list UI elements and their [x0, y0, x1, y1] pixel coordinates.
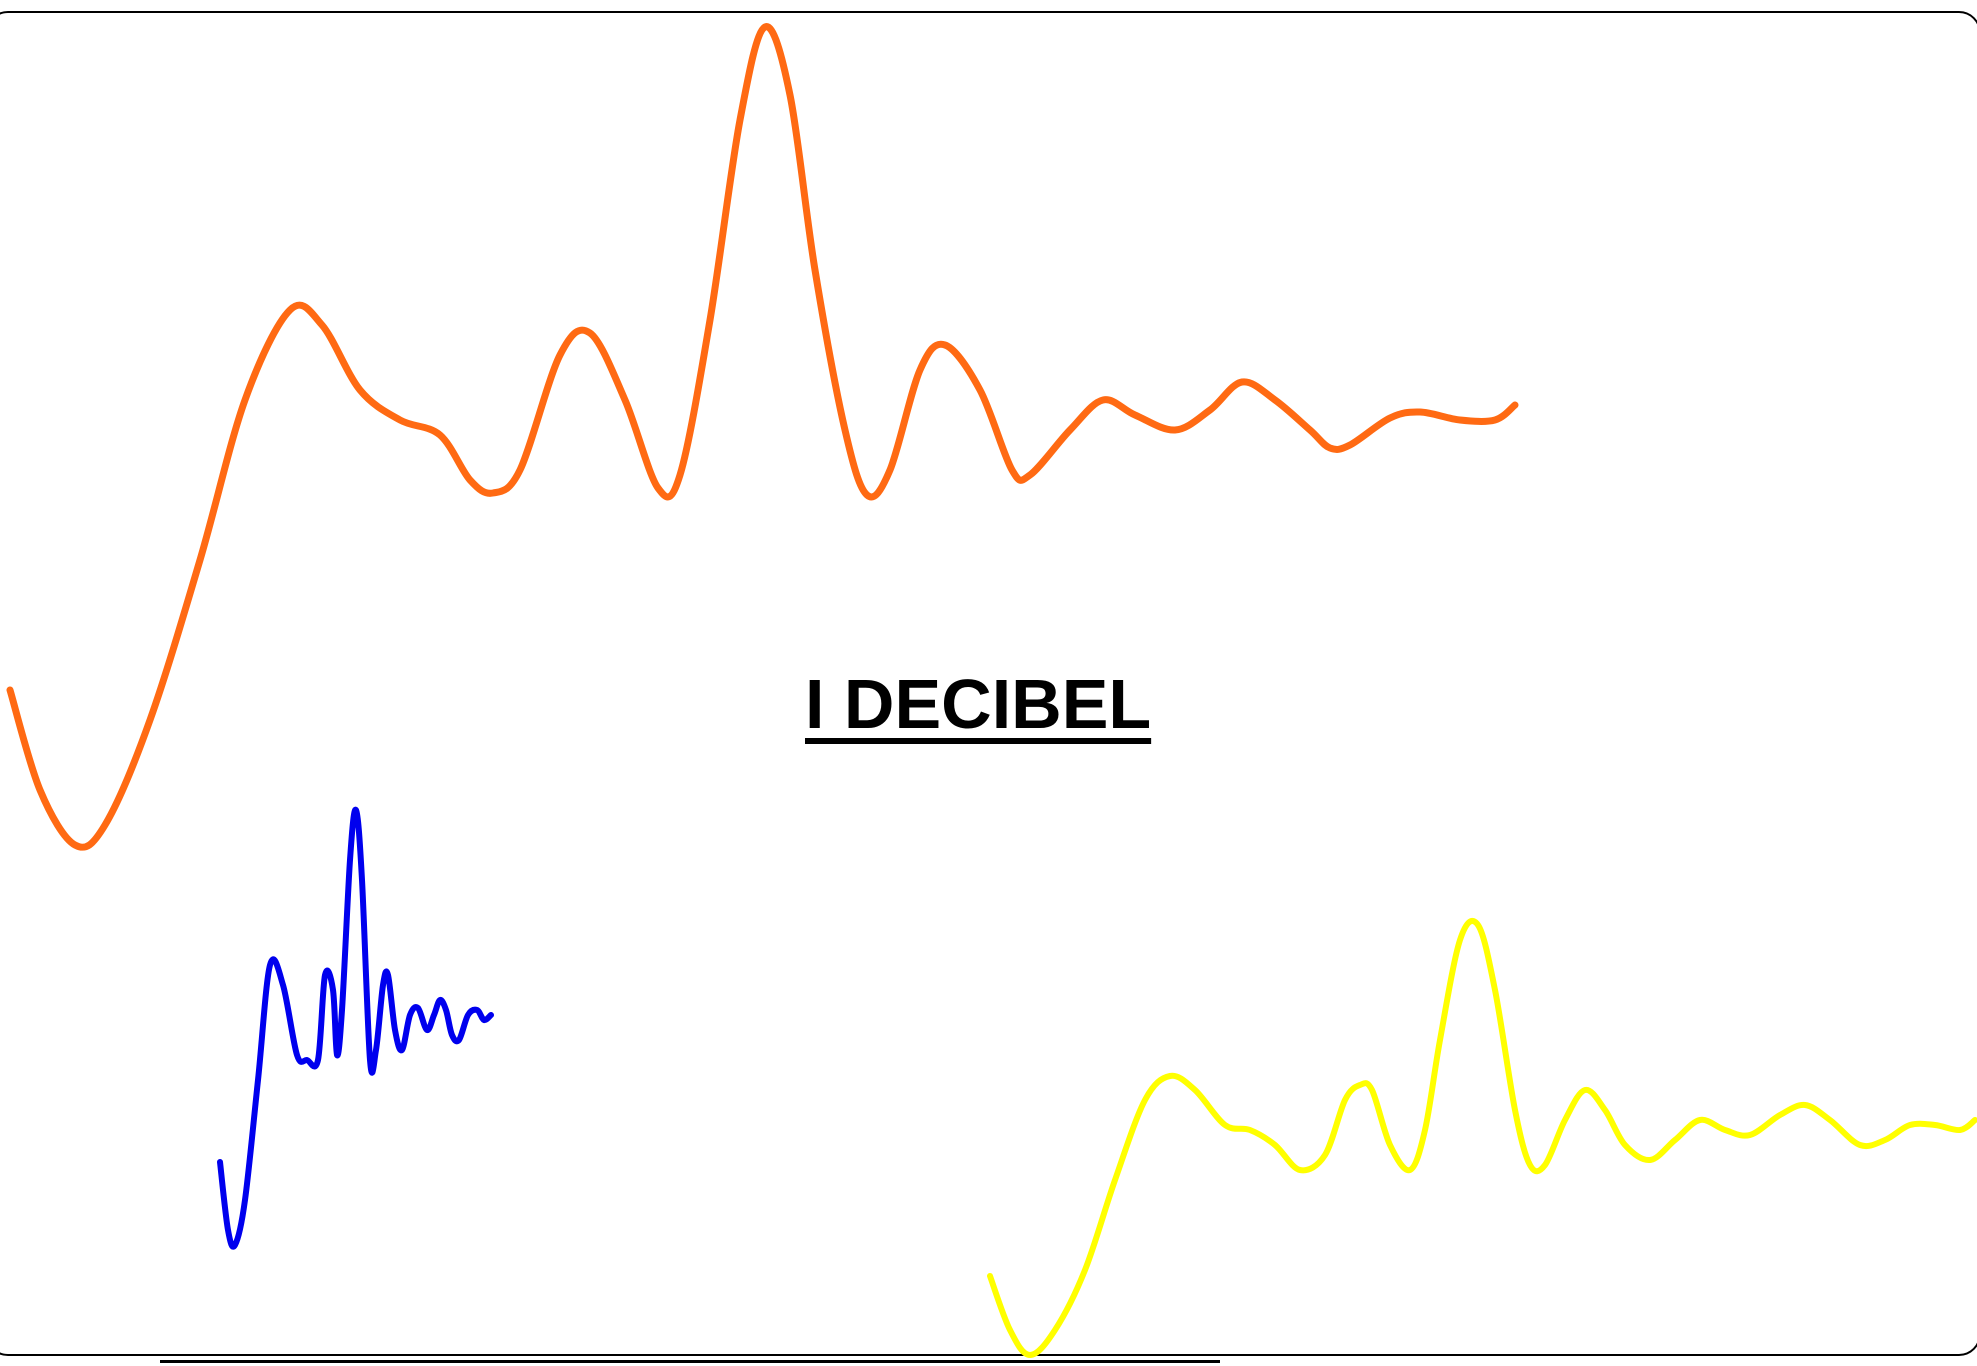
blue-damped-wave-icon: [217, 806, 494, 1250]
footer-divider: [160, 1360, 1220, 1363]
yellow-damped-wave-icon: [987, 918, 1977, 1358]
orange-damped-wave-icon: [6, 23, 1519, 851]
slide-border: [0, 11, 1977, 1356]
slide-title: I DECIBEL: [805, 665, 1152, 743]
